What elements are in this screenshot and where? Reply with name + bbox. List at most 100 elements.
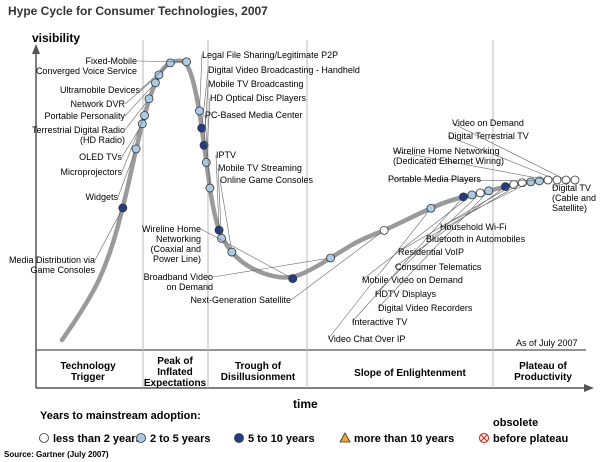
chart-frame — [32, 40, 594, 392]
technology-item: Digital TV (Cable and Satellite) — [551, 175, 596, 213]
technology-label: Mobile Video on Demand — [362, 275, 463, 285]
legend-item: obsolete before plateau — [478, 417, 568, 445]
technology-label: Legal File Sharing/Legitimate P2P — [202, 50, 338, 60]
legend-marker — [234, 433, 244, 443]
technology-label: Broadband Video on Demand — [144, 272, 213, 292]
leader-line — [439, 181, 531, 228]
marker-2to5 — [227, 247, 237, 257]
marker-2to5 — [140, 111, 149, 120]
legend-item: 2 to 5 years — [136, 433, 211, 445]
marker-2to5 — [205, 183, 215, 193]
technology-item: Fixed-Mobile Converged Voice Service — [36, 56, 191, 76]
technology-label: Consumer Telematics — [395, 262, 482, 272]
technology-item: Microprojectors — [60, 111, 149, 177]
marker-2to5 — [201, 157, 211, 167]
leader-line — [392, 150, 549, 181]
technology-item: Digital Terrestrial TV — [447, 131, 562, 185]
phase-label: Peak of Inflated Expectations — [144, 356, 207, 389]
legend-marker — [136, 433, 146, 443]
technology-label: Digital Terrestrial TV — [448, 131, 529, 141]
marker-2to5 — [526, 177, 536, 187]
technology-label: Media Distribution via Game Consoles — [9, 255, 96, 275]
technology-item: Mobile TV Broadcasting — [199, 79, 303, 150]
leader-line — [203, 83, 209, 146]
legend: Years to mainstream adoption: less than … — [39, 410, 568, 445]
marker-5to10 — [214, 225, 224, 235]
technology-label: Next-Generation Satellite — [190, 295, 291, 305]
legend-label: more than 10 years — [354, 433, 454, 445]
phase-label: Plateau of Productivity — [514, 361, 572, 383]
leader-line — [139, 62, 171, 91]
leader-line — [117, 148, 137, 198]
phase-label: Slope of Enlightenment — [354, 368, 466, 379]
technology-markers: Media Distribution via Game Consoles Widge… — [9, 50, 596, 344]
technology-item: Ultramobile Devices — [60, 58, 175, 95]
technology-item: Mobile Video on Demand — [361, 190, 477, 285]
marker-5to10 — [288, 274, 298, 284]
leader-line — [124, 98, 150, 131]
legend-title: Years to mainstream adoption: — [40, 410, 201, 422]
marker-lt2 — [552, 175, 562, 185]
chart-title: Hype Cycle for Consumer Technologies, 20… — [8, 4, 268, 18]
technology-label: Residential VoIP — [398, 247, 464, 257]
technology-label: Fixed-Mobile Converged Voice Service — [36, 56, 137, 76]
legend-label: 2 to 5 years — [150, 433, 211, 445]
leader-line — [204, 114, 211, 189]
y-axis-label: visibility — [32, 31, 80, 45]
marker-2to5 — [467, 190, 477, 200]
technology-label: Bluetooth in Automobiles — [426, 234, 526, 244]
marker-2to5 — [154, 70, 164, 80]
leader-line — [121, 115, 145, 173]
technology-label: Portable Media Players — [388, 174, 482, 184]
technology-item: Online Game Consoles — [219, 175, 314, 257]
marker-2to5 — [151, 78, 160, 88]
technology-label: Ultramobile Devices — [60, 85, 141, 95]
technology-label: Microprojectors — [60, 167, 122, 177]
marker-5to10 — [501, 182, 510, 192]
technology-label: Wireline Home Networking (Coaxial and Power… — [142, 224, 201, 264]
marker-2to5 — [426, 203, 436, 213]
technology-label: Online Game Consoles — [220, 175, 314, 185]
leader-line — [136, 60, 187, 63]
marker-5to10 — [197, 123, 207, 133]
technology-label: OLED TVs — [79, 152, 122, 162]
leader-line — [397, 184, 514, 253]
marker-lt2 — [570, 175, 580, 185]
technology-item: Wireline Home Networking (Coaxial and Power… — [142, 224, 298, 284]
legend-label: 5 to 10 years — [248, 433, 315, 445]
marker-lt2 — [379, 225, 389, 235]
leader-line — [219, 179, 233, 253]
technology-item: Network DVR — [70, 70, 164, 109]
technology-item: Wireline Home Networking (Dedicated Ether… — [392, 146, 553, 185]
phase-label: Trough of Disillusionment — [221, 361, 296, 383]
technology-item: Residential VoIP — [397, 180, 519, 257]
technology-item: Video Chat Over IP — [327, 203, 436, 344]
technology-item: Video on Demand — [451, 118, 571, 185]
marker-2to5 — [326, 253, 335, 263]
technology-label: Wireline Home Networking (Dedicated Ether… — [393, 146, 504, 166]
technology-label: HDTV Displays — [375, 289, 437, 299]
technology-label: HD Optical Disc Players — [210, 93, 307, 103]
leader-line — [290, 230, 385, 301]
technology-label: Widgets — [85, 192, 118, 202]
technology-item: Widgets — [85, 144, 141, 202]
legend-item: 5 to 10 years — [234, 433, 315, 445]
technology-item: Household Wi-Fi — [439, 177, 536, 232]
marker-2to5 — [165, 58, 175, 68]
technology-item: Media Distribution via Game Consoles — [9, 203, 128, 275]
marker-2to5 — [217, 234, 226, 243]
legend-marker — [39, 433, 49, 443]
leader-line — [451, 122, 567, 181]
technology-label: Digital Video Recorders — [378, 303, 473, 313]
technology-label: Video Chat Over IP — [328, 334, 405, 344]
technology-item: Interactive TV — [351, 192, 468, 327]
marker-2to5 — [484, 186, 494, 196]
leader-line — [447, 135, 558, 181]
technology-label: IPTV — [216, 150, 236, 160]
technology-label: Mobile TV Broadcasting — [208, 79, 303, 89]
technology-item: Terrestrial Digital Radio (HD Radio) — [32, 94, 154, 145]
legend-item: less than 2 years — [39, 433, 142, 445]
marker-lt2 — [543, 175, 553, 185]
leader-line — [206, 97, 211, 163]
legend-triangle — [339, 432, 351, 443]
